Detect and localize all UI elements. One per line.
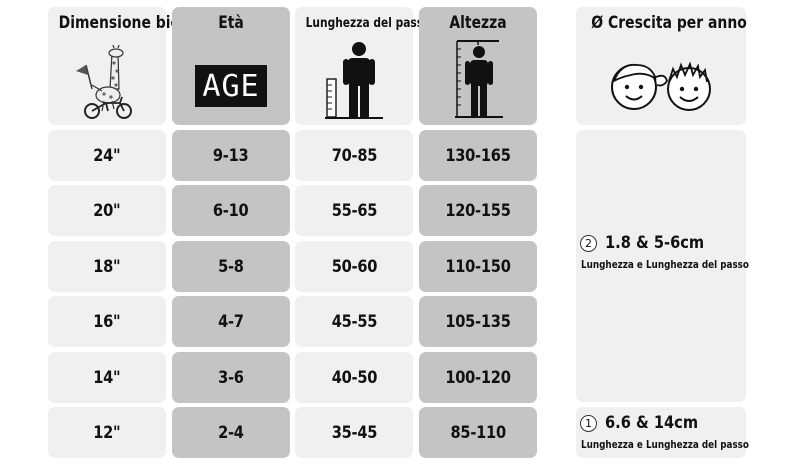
header-inseam-label: Lunghezza del passo <box>305 16 431 31</box>
table-cell-inseam: 55-65 <box>295 185 413 236</box>
table-cell-inseam: 35-45 <box>295 407 413 458</box>
age-value: 6-10 <box>213 200 249 221</box>
header-inseam: Lunghezza del passo <box>295 7 431 125</box>
inseam-value: 70-85 <box>331 145 377 166</box>
header-size-label: Dimensione bici <box>58 13 184 33</box>
age-value: 5-8 <box>218 256 244 277</box>
header-age: Età AGE <box>172 7 290 125</box>
person-height-ruler-icon <box>419 37 537 121</box>
table-cell-inseam: 70-85 <box>295 130 413 181</box>
age-value: 9-13 <box>213 145 249 166</box>
table-cell-height: 110-150 <box>419 241 537 292</box>
giraffe-bike-icon <box>48 45 166 121</box>
table-cell-height: 120-155 <box>419 185 537 236</box>
table-cell-size: 18" <box>48 241 166 292</box>
age-value: 3-6 <box>218 367 244 388</box>
table-cell-height: 85-110 <box>419 407 537 458</box>
table-cell-inseam: 45-55 <box>295 296 413 347</box>
table-cell-height: 100-120 <box>419 352 537 403</box>
circled-number-icon: 2 <box>580 234 597 252</box>
age-value: 2-4 <box>218 422 244 443</box>
height-value: 85-110 <box>450 422 506 443</box>
table-cell-size: 20" <box>48 185 166 236</box>
inseam-value: 35-45 <box>331 422 377 443</box>
table-cell-age: 9-13 <box>172 130 290 181</box>
size-value: 12" <box>93 422 121 443</box>
inseam-value: 55-65 <box>331 200 377 221</box>
height-value: 105-135 <box>445 311 511 332</box>
inseam-value: 45-55 <box>331 311 377 332</box>
header-height-label: Altezza <box>449 13 507 33</box>
age-icon-text: AGE <box>202 68 260 104</box>
age-icon: AGE <box>172 65 290 121</box>
person-inseam-ruler-icon <box>295 39 413 121</box>
growth-value: 1.8 & 5-6cm <box>605 233 705 253</box>
table-cell-inseam: 40-50 <box>295 352 413 403</box>
height-value: 100-120 <box>445 367 511 388</box>
age-value: 4-7 <box>218 311 244 332</box>
growth-entry-1: 1 6.6 & 14cm <box>580 413 713 433</box>
size-value: 20" <box>93 200 121 221</box>
growth-panel-lower <box>576 407 746 458</box>
growth-subtitle: Lunghezza e Lunghezza del passo <box>581 258 749 271</box>
height-value: 120-155 <box>445 200 511 221</box>
size-value: 24" <box>93 145 121 166</box>
table-cell-height: 130-165 <box>419 130 537 181</box>
table-cell-size: 16" <box>48 296 166 347</box>
size-value: 18" <box>93 256 121 277</box>
growth-subtitle: Lunghezza e Lunghezza del passo <box>581 438 749 451</box>
height-value: 110-150 <box>445 256 511 277</box>
table-cell-inseam: 50-60 <box>295 241 413 292</box>
size-value: 14" <box>93 367 121 388</box>
header-growth: Ø Crescita per anno <box>576 7 747 125</box>
height-value: 130-165 <box>445 145 511 166</box>
growth-panel-upper <box>576 130 746 402</box>
circled-number-icon: 1 <box>580 414 597 432</box>
growth-entry-2: 2 1.8 & 5-6cm <box>580 233 720 253</box>
header-height: Altezza <box>419 7 537 125</box>
header-growth-label: Ø Crescita per anno <box>591 13 747 33</box>
children-faces-icon <box>576 51 746 121</box>
header-age-label: Età <box>218 13 244 33</box>
size-value: 16" <box>93 311 121 332</box>
header-size: Dimensione bici <box>48 7 184 125</box>
growth-value: 6.6 & 14cm <box>605 413 699 433</box>
table-cell-height: 105-135 <box>419 296 537 347</box>
inseam-value: 40-50 <box>331 367 377 388</box>
table-cell-age: 2-4 <box>172 407 290 458</box>
table-cell-size: 12" <box>48 407 166 458</box>
table-cell-size: 24" <box>48 130 166 181</box>
table-cell-age: 3-6 <box>172 352 290 403</box>
inseam-value: 50-60 <box>331 256 377 277</box>
table-cell-age: 6-10 <box>172 185 290 236</box>
table-cell-size: 14" <box>48 352 166 403</box>
table-cell-age: 5-8 <box>172 241 290 292</box>
table-cell-age: 4-7 <box>172 296 290 347</box>
